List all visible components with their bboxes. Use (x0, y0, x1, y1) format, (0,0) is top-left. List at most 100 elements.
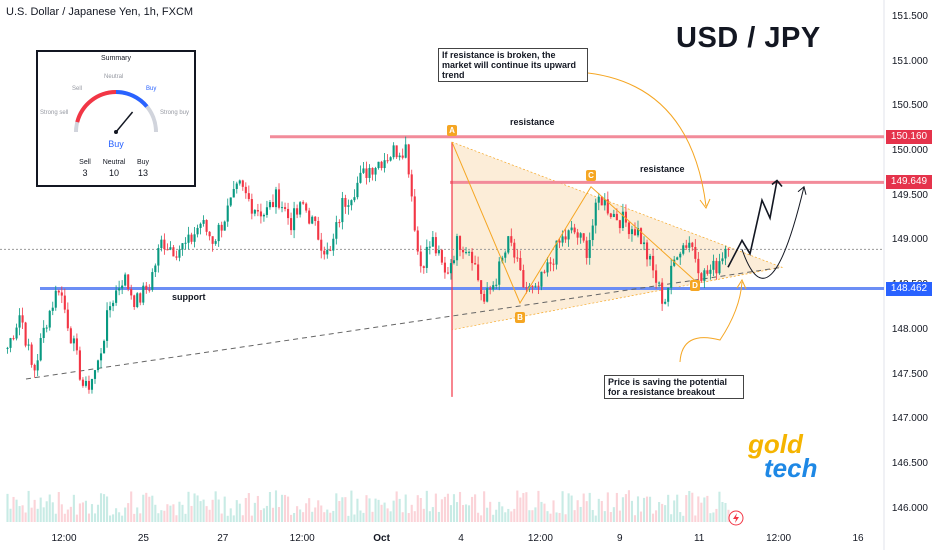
volume-bar (314, 507, 317, 522)
volume-bar (422, 508, 425, 522)
candle (102, 339, 106, 354)
volume-bar (368, 498, 371, 522)
candle (54, 285, 57, 311)
volume-bar (452, 494, 456, 522)
technical-summary-widget[interactable]: Summary Strong sell Sell Neutral Buy Str… (36, 50, 196, 187)
volume-bar (386, 508, 389, 522)
volume-bar (208, 509, 211, 522)
support-label: support (172, 292, 206, 302)
time-tick-label: 12:00 (289, 533, 315, 544)
candle (416, 226, 419, 255)
volume-bar (121, 515, 124, 522)
candle (90, 378, 94, 394)
volume-bar (401, 512, 404, 522)
volume-bar (178, 501, 181, 522)
volume-bar (419, 497, 422, 522)
volume-bar (528, 510, 531, 522)
candle (567, 229, 570, 247)
candle (296, 204, 299, 219)
candle (579, 232, 582, 244)
volume-bar (437, 511, 440, 522)
volume-bar (145, 492, 148, 522)
volume-bar (649, 496, 652, 522)
volume-bar (377, 499, 380, 522)
gauge-label-buy: Buy (146, 86, 157, 92)
volume-bar (727, 509, 730, 522)
volume-bar (317, 500, 320, 522)
goldtech-logo: gold tech (748, 429, 818, 483)
candle (368, 164, 371, 183)
candle (72, 335, 75, 352)
candle (706, 265, 709, 276)
note-breakout-potential: Price is saving the potential for a resi… (604, 375, 744, 399)
volume-bar (151, 495, 154, 522)
candle (157, 244, 160, 273)
candle (468, 250, 471, 257)
volume-bar (190, 505, 193, 522)
candle (549, 257, 552, 272)
candle (543, 269, 546, 274)
candle (585, 236, 588, 265)
volume-bar (489, 501, 492, 522)
volume-bar (495, 509, 498, 522)
time-tick-label: 11 (693, 533, 705, 544)
note-breakout-continuation: If resistance is broken, the market will… (438, 48, 588, 82)
candle (658, 281, 661, 288)
time-tick-label: 25 (137, 533, 149, 544)
candle (606, 191, 609, 216)
candle (335, 215, 338, 245)
gauge-label-strong-buy: Strong buy (160, 110, 190, 116)
volume-bar (33, 499, 36, 522)
candle (96, 359, 100, 373)
volume-bar (181, 504, 184, 522)
volume-bar (69, 506, 72, 522)
candle (127, 274, 130, 292)
volume-bar (287, 496, 290, 522)
volume-bar (407, 513, 410, 522)
volume-bar (142, 494, 145, 522)
volume-bar (636, 496, 640, 522)
resistance-label-lower: resistance (640, 164, 685, 174)
candle (407, 143, 410, 178)
volume-bar (516, 490, 519, 522)
candle (564, 229, 567, 243)
candle (594, 198, 597, 234)
volume-bar (679, 512, 682, 522)
volume-bar (323, 512, 326, 522)
candle (609, 212, 612, 219)
candle (166, 243, 169, 251)
volume-bar (597, 498, 600, 522)
price-tick-label: 149.500 (891, 189, 928, 201)
candle (130, 284, 133, 300)
candle (498, 257, 501, 291)
pattern-point-d: D (690, 279, 700, 291)
candle (434, 232, 437, 257)
candle (184, 237, 187, 250)
volume-bar (271, 507, 275, 522)
candle (178, 245, 181, 262)
volume-bar (685, 495, 688, 522)
candle (274, 186, 278, 214)
volume-bar (546, 511, 549, 522)
candle (642, 236, 646, 251)
candle (458, 235, 462, 257)
candle (489, 285, 492, 295)
volume-bar (694, 515, 697, 522)
flash-icon[interactable] (728, 510, 744, 526)
callout-arrow-top (577, 71, 707, 207)
candle (537, 281, 540, 295)
candle (630, 225, 634, 242)
volume-bar (474, 494, 477, 522)
candle (718, 253, 721, 275)
chart-headline: USD / JPY (676, 22, 821, 54)
support-price-tag: 148.462 (886, 281, 932, 296)
candle (679, 251, 682, 265)
candle (682, 242, 685, 256)
volume-bar (507, 508, 510, 522)
candle (688, 236, 691, 253)
price-tick-label: 147.500 (891, 368, 928, 380)
gauge-label-strong-sell: Strong sell (40, 110, 69, 116)
volume-bar (691, 492, 694, 522)
volume-bar (341, 497, 344, 522)
